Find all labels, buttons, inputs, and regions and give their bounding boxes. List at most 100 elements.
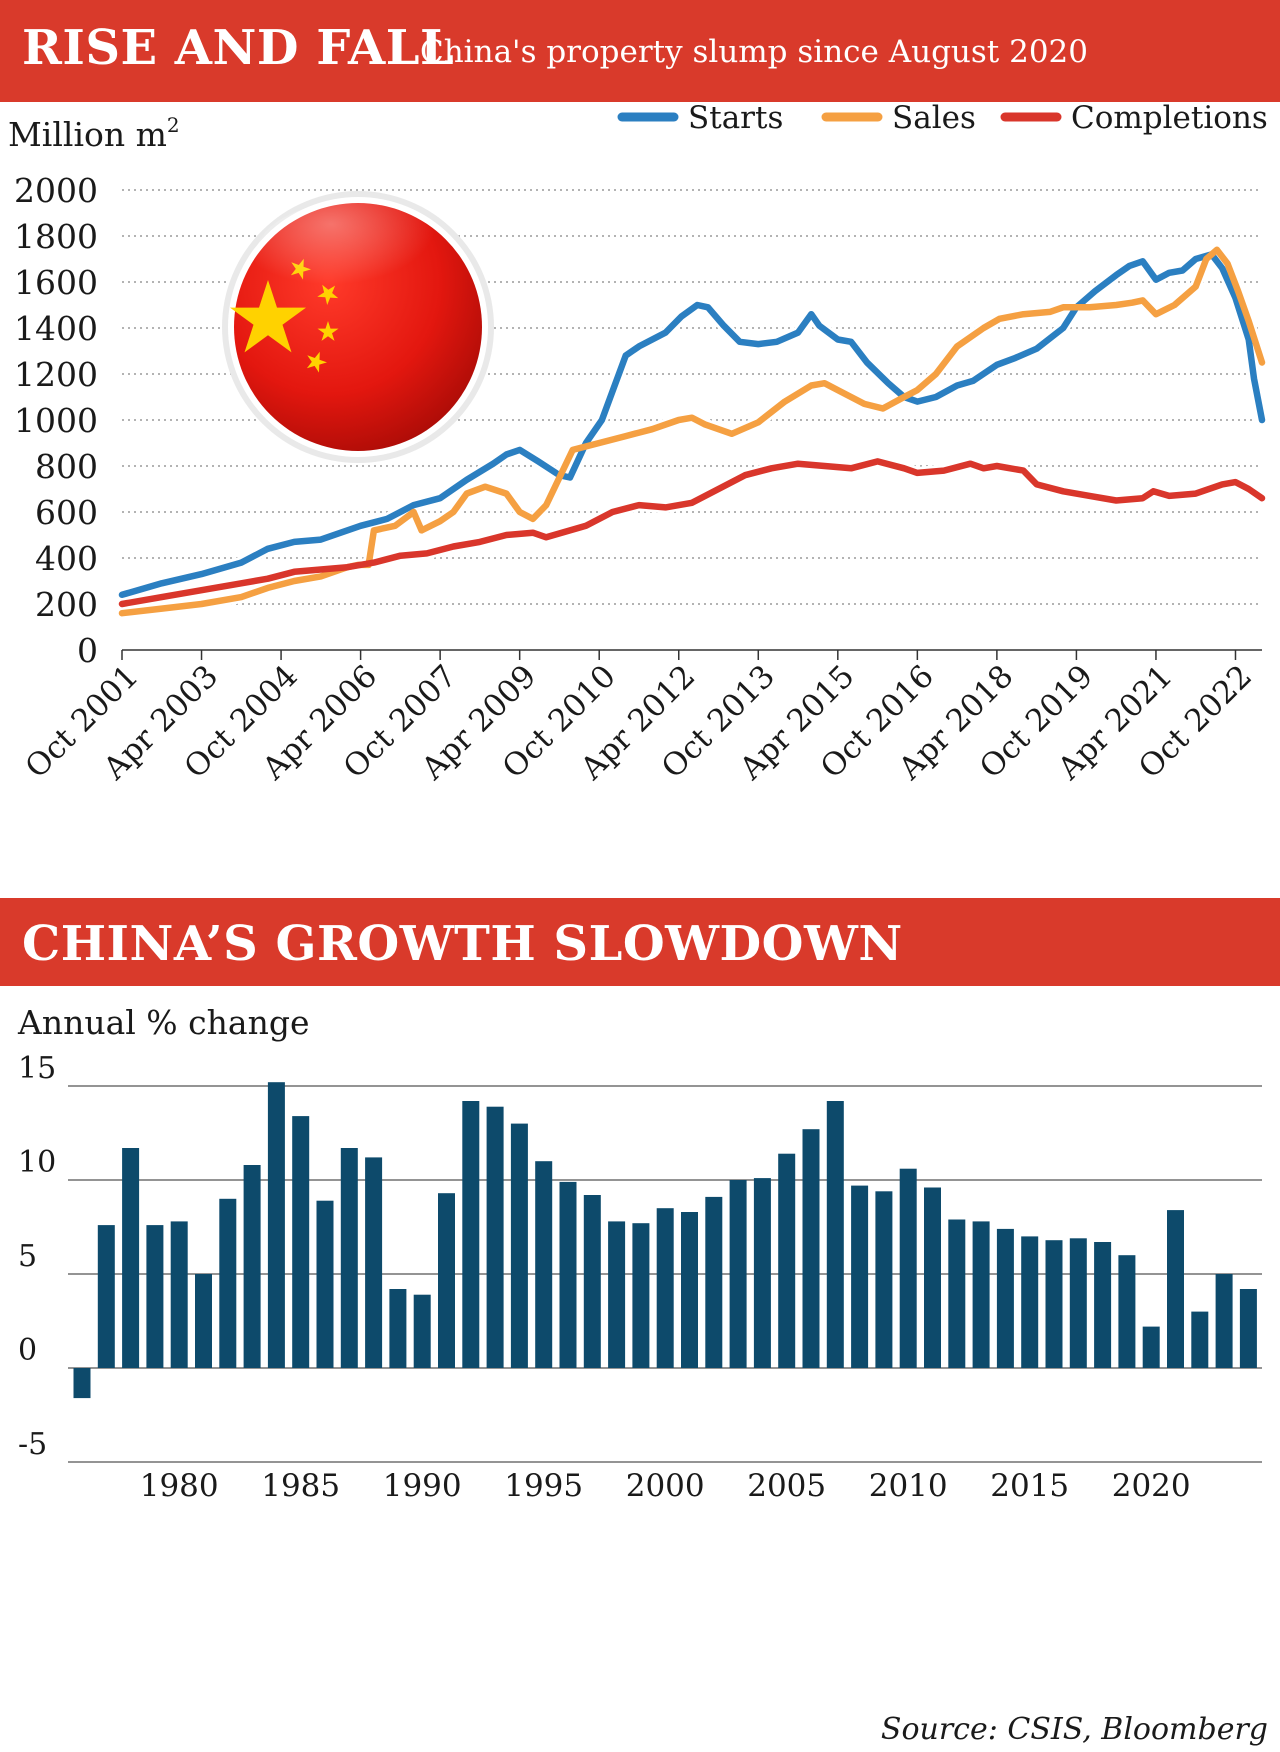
bar-1991 <box>438 1193 455 1368</box>
bar-1986 <box>316 1200 334 1368</box>
bar-2008 <box>851 1185 869 1368</box>
bar-2006 <box>802 1129 820 1368</box>
x-tick-labels-2: 1980 1985 1990 1995 2000 2005 2010 2015 2020 <box>140 1468 1191 1504</box>
bar-2023 <box>1215 1274 1233 1368</box>
header-banner: RISE AND FALL China's property slump sin… <box>0 0 1280 102</box>
bar-1989 <box>389 1289 407 1368</box>
series-line-starts <box>118 251 1266 599</box>
bar-1999 <box>632 1223 650 1368</box>
legend-label: Starts <box>688 102 783 136</box>
star-icon <box>306 351 327 373</box>
bar-1984 <box>267 1082 285 1368</box>
bar-2000 <box>656 1208 674 1368</box>
bar-1994 <box>510 1123 528 1368</box>
bar-1996 <box>559 1181 577 1368</box>
bar-1990 <box>413 1294 431 1368</box>
bar-1992 <box>462 1101 480 1368</box>
chart-title-2: CHINA’S GROWTH SLOWDOWN <box>22 916 903 972</box>
y-axis-label: Million m2 <box>8 113 180 154</box>
bar-1978 <box>122 1148 140 1368</box>
y-tick-label: 1600 <box>14 263 98 302</box>
bar-1998 <box>608 1221 626 1368</box>
y-tick-label: 2000 <box>14 171 98 210</box>
bar-1985 <box>292 1116 310 1368</box>
x-tick-label: 1995 <box>504 1468 583 1504</box>
y-tick-label: 400 <box>35 539 98 578</box>
bar-2013 <box>972 1221 990 1368</box>
star-icon <box>317 321 339 341</box>
star-icon <box>230 280 306 353</box>
x-tick-label: 1990 <box>383 1468 462 1504</box>
bar-1982 <box>219 1198 237 1368</box>
bar-1977 <box>97 1225 115 1368</box>
bar-2022 <box>1191 1311 1209 1368</box>
y-tick-label: 1800 <box>14 217 98 256</box>
property-line-chart: 0 200 400 600 800 1000 1200 1400 1600 1800 2000 Oc… <box>8 102 1268 787</box>
growth-bar-chart: Annual % change -5 0 5 10 15 1980 1985 1990 199… <box>17 1003 1262 1504</box>
bar-2011 <box>924 1187 941 1368</box>
legend-label: Sales <box>892 102 976 136</box>
bar-2004 <box>753 1178 771 1368</box>
bar-2009 <box>875 1191 893 1368</box>
x-tick-label: 2005 <box>747 1468 826 1504</box>
bar-2002 <box>705 1196 723 1368</box>
x-tick-label: 2015 <box>990 1468 1069 1504</box>
y-tick-label: 1200 <box>14 355 98 394</box>
bar-1993 <box>486 1106 504 1368</box>
bar-2017 <box>1069 1238 1087 1368</box>
bar-1983 <box>243 1165 261 1368</box>
china-flag-badge <box>222 191 494 463</box>
source-note: Source: CSIS, Bloomberg <box>880 1712 1268 1747</box>
chart-title: RISE AND FALL <box>22 20 455 76</box>
bar-2003 <box>729 1180 747 1368</box>
y-tick-label: 1000 <box>14 401 98 440</box>
bar-2001 <box>681 1212 698 1368</box>
y-tick-label: 600 <box>35 493 98 532</box>
bar-2021 <box>1167 1210 1184 1368</box>
bar-1976 <box>73 1368 91 1399</box>
bar-1979 <box>146 1225 164 1368</box>
y-tick-label: 5 <box>18 1239 37 1274</box>
bar-1995 <box>535 1161 553 1368</box>
y-tick-labels: 0 200 400 600 800 1000 1200 1400 1600 1800 2000 <box>14 171 98 670</box>
bar-1981 <box>195 1274 212 1368</box>
x-tick-label: 1980 <box>140 1468 219 1504</box>
bar-1980 <box>170 1221 188 1368</box>
y-tick-label: 200 <box>35 585 98 624</box>
bar-2024 <box>1239 1289 1257 1368</box>
legend: Starts Sales Completions <box>617 102 1268 136</box>
series-line-completions <box>118 458 1266 608</box>
x-tick-label: 2010 <box>869 1468 948 1504</box>
bars <box>73 1082 1257 1399</box>
bar-2018 <box>1094 1242 1112 1368</box>
chart-subtitle: China's property slump since August 2020 <box>420 34 1088 70</box>
bar-1997 <box>583 1195 601 1368</box>
bar-2007 <box>826 1101 844 1368</box>
y-tick-label: 0 <box>18 1333 37 1368</box>
bar-1987 <box>340 1148 358 1368</box>
legend-label: Completions <box>1071 102 1268 136</box>
y-tick-label: 1400 <box>14 309 98 348</box>
y-gridlines <box>122 189 1262 651</box>
bar-2016 <box>1045 1240 1063 1368</box>
bar-1988 <box>365 1157 383 1368</box>
x-tick-label: 1985 <box>261 1468 340 1504</box>
y-tick-labels-2: -5 0 5 10 15 <box>18 1051 56 1462</box>
bar-2010 <box>899 1168 917 1368</box>
bar-2015 <box>1021 1236 1039 1368</box>
y-tick-label: 10 <box>18 1145 56 1180</box>
y-tick-label: 15 <box>18 1051 56 1086</box>
bar-2019 <box>1118 1255 1136 1368</box>
bar-2012 <box>948 1219 966 1368</box>
y-tick-label: 0 <box>77 631 98 670</box>
series-line-sales <box>118 246 1266 617</box>
y-tick-label: 800 <box>35 447 98 486</box>
bar-2014 <box>996 1228 1014 1368</box>
y-axis-label-2: Annual % change <box>17 1003 309 1042</box>
series-lines <box>116 243 1268 620</box>
y-tick-label: -5 <box>18 1427 47 1462</box>
bar-2020 <box>1142 1326 1160 1368</box>
bar-2005 <box>778 1153 796 1368</box>
x-tick-label: 2000 <box>626 1468 705 1504</box>
